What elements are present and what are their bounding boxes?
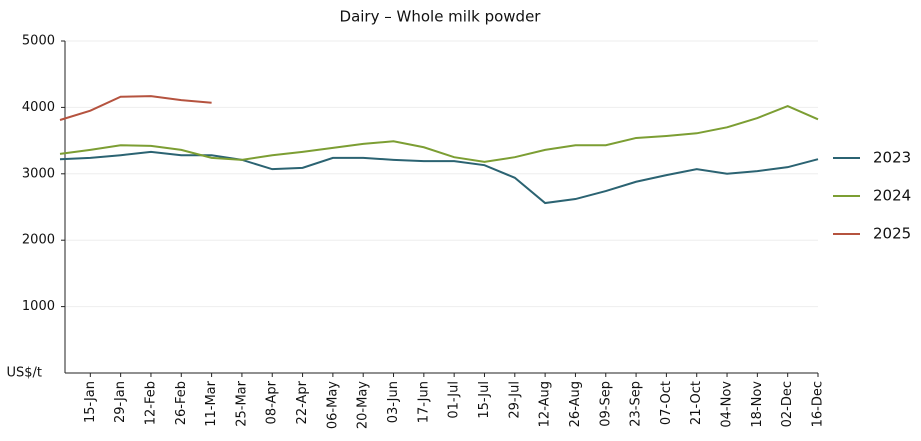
x-tick-label: 26-Aug xyxy=(568,381,583,427)
x-tick-label: 04-Nov xyxy=(720,381,735,428)
x-tick-label: 11-Mar xyxy=(204,380,219,426)
legend-text: 2025 xyxy=(873,225,911,243)
x-tick-label: 21-Oct xyxy=(689,381,704,425)
y-tick-label: 4000 xyxy=(22,100,55,115)
x-tick-label: 12-Feb xyxy=(143,381,158,425)
x-tick-label: 07-Oct xyxy=(659,381,674,425)
series-line xyxy=(59,150,819,205)
x-tick-label: 01-Jul xyxy=(447,381,462,419)
x-tick-label: 15-Jul xyxy=(477,381,492,419)
x-tick-label: 03-Jun xyxy=(386,381,401,423)
y-axis-label: US$/t xyxy=(6,366,42,381)
chart-title: Dairy – Whole milk powder xyxy=(340,8,542,26)
x-tick-label: 18-Nov xyxy=(750,381,765,428)
x-tick-label: 12-Aug xyxy=(538,381,553,427)
x-tick-label: 15-Jan xyxy=(83,381,98,423)
x-tick-label: 02-Dec xyxy=(780,381,795,427)
series-line xyxy=(59,104,819,163)
x-tick-label: 22-Apr xyxy=(295,380,310,424)
y-tick-label: 1000 xyxy=(22,299,55,314)
x-tick-label: 08-Apr xyxy=(265,380,280,424)
x-tick-label: 25-Mar xyxy=(234,380,249,426)
y-tick-label: 5000 xyxy=(22,34,55,49)
x-tick-label: 29-Jul xyxy=(507,381,522,419)
legend-text: 2024 xyxy=(873,187,911,205)
x-tick-label: 26-Feb xyxy=(174,381,189,425)
y-tick-label: 3000 xyxy=(22,166,55,181)
x-tick-label: 23-Sep xyxy=(629,381,644,427)
legend-text: 2023 xyxy=(873,149,911,167)
x-tick-label: 20-May xyxy=(356,381,371,429)
series-line xyxy=(59,95,212,121)
x-tick-label: 16-Dec xyxy=(811,381,826,427)
x-tick-label: 29-Jan xyxy=(113,381,128,423)
y-tick-label: 2000 xyxy=(22,233,55,248)
x-tick-label: 09-Sep xyxy=(598,381,613,427)
x-tick-label: 06-May xyxy=(325,381,340,429)
x-tick-label: 17-Jun xyxy=(416,381,431,423)
